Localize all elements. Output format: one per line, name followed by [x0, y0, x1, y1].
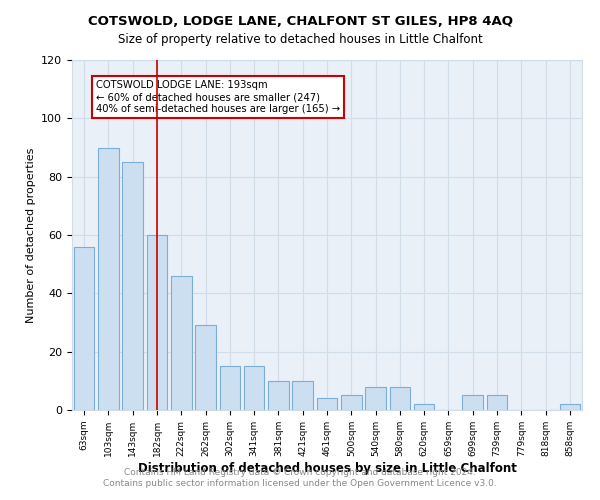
- Bar: [365, 386, 386, 410]
- Bar: [195, 326, 216, 410]
- Bar: [292, 381, 313, 410]
- Bar: [463, 396, 483, 410]
- Bar: [220, 366, 240, 410]
- Text: COTSWOLD LODGE LANE: 193sqm
← 60% of detached houses are smaller (247)
40% of se: COTSWOLD LODGE LANE: 193sqm ← 60% of det…: [96, 80, 340, 114]
- Bar: [487, 396, 508, 410]
- Bar: [389, 386, 410, 410]
- Bar: [560, 404, 580, 410]
- Bar: [414, 404, 434, 410]
- Bar: [317, 398, 337, 410]
- Bar: [268, 381, 289, 410]
- Y-axis label: Number of detached properties: Number of detached properties: [26, 148, 35, 322]
- Text: Contains HM Land Registry data © Crown copyright and database right 2024.
Contai: Contains HM Land Registry data © Crown c…: [103, 468, 497, 487]
- Text: COTSWOLD, LODGE LANE, CHALFONT ST GILES, HP8 4AQ: COTSWOLD, LODGE LANE, CHALFONT ST GILES,…: [88, 15, 512, 28]
- Bar: [74, 246, 94, 410]
- Bar: [341, 396, 362, 410]
- Bar: [244, 366, 265, 410]
- X-axis label: Distribution of detached houses by size in Little Chalfont: Distribution of detached houses by size …: [137, 462, 517, 474]
- Bar: [146, 235, 167, 410]
- Bar: [122, 162, 143, 410]
- Text: Size of property relative to detached houses in Little Chalfont: Size of property relative to detached ho…: [118, 32, 482, 46]
- Bar: [98, 148, 119, 410]
- Bar: [171, 276, 191, 410]
